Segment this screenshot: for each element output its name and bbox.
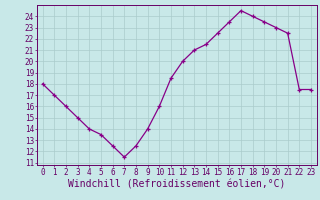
X-axis label: Windchill (Refroidissement éolien,°C): Windchill (Refroidissement éolien,°C) [68,180,285,190]
